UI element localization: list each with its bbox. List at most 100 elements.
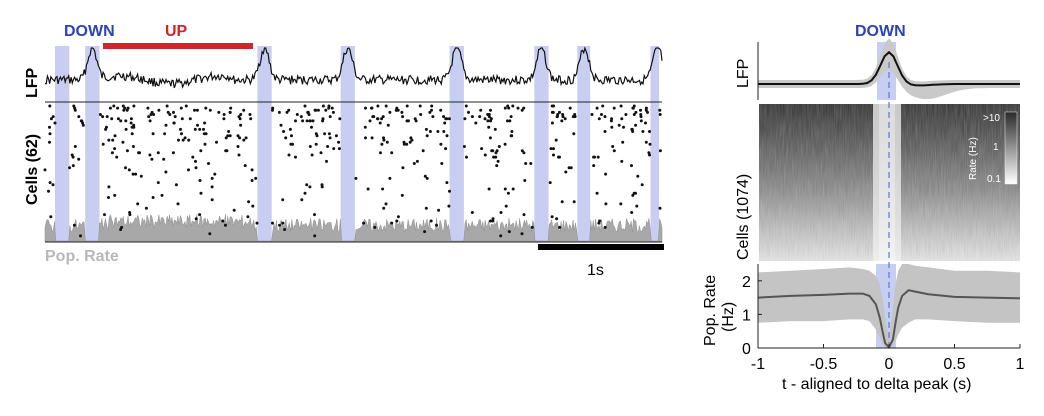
spike bbox=[622, 125, 625, 129]
spike bbox=[113, 193, 117, 197]
spike bbox=[281, 221, 285, 225]
spike bbox=[592, 155, 596, 159]
spike bbox=[255, 221, 259, 225]
spike bbox=[597, 221, 601, 225]
spike bbox=[549, 147, 553, 151]
spike bbox=[445, 134, 449, 138]
spike bbox=[631, 106, 635, 110]
spike bbox=[334, 134, 338, 138]
spike bbox=[79, 234, 82, 238]
spike bbox=[163, 132, 167, 136]
spike bbox=[381, 115, 385, 119]
spike bbox=[435, 223, 438, 227]
spike bbox=[568, 106, 572, 110]
spike bbox=[43, 168, 47, 172]
spike bbox=[71, 164, 75, 168]
spike bbox=[327, 132, 331, 136]
spike bbox=[555, 217, 559, 221]
spike bbox=[635, 204, 639, 208]
spike bbox=[195, 108, 199, 112]
spike bbox=[210, 176, 214, 180]
spike bbox=[331, 110, 335, 114]
spike bbox=[303, 191, 307, 195]
spike bbox=[382, 138, 386, 142]
spike bbox=[510, 130, 514, 133]
spike bbox=[437, 208, 441, 212]
spike bbox=[294, 155, 297, 159]
spike bbox=[112, 104, 116, 108]
spike bbox=[503, 106, 507, 110]
spike bbox=[402, 142, 406, 146]
spike bbox=[151, 196, 155, 199]
spike bbox=[172, 121, 176, 125]
spike bbox=[338, 117, 342, 121]
spike bbox=[217, 110, 221, 114]
colorbar-title: Rate (Hz) bbox=[968, 137, 979, 180]
spike bbox=[378, 121, 382, 125]
spike bbox=[77, 157, 81, 161]
spike bbox=[147, 115, 151, 119]
spike bbox=[179, 106, 183, 110]
spike bbox=[465, 155, 468, 159]
spike bbox=[149, 113, 153, 116]
spike bbox=[213, 172, 217, 176]
spike bbox=[303, 104, 307, 108]
spike bbox=[370, 106, 374, 110]
spike bbox=[621, 140, 625, 144]
spike bbox=[610, 125, 614, 129]
spike bbox=[124, 166, 127, 170]
down-state-shade-5 bbox=[534, 46, 549, 242]
spike bbox=[550, 110, 554, 114]
x-tick-labels: -1 -0.5 0 0.5 1 bbox=[751, 344, 1025, 373]
spike bbox=[431, 115, 435, 119]
pop-rate-band bbox=[758, 264, 1020, 348]
spike bbox=[313, 234, 317, 238]
spike bbox=[430, 108, 433, 112]
spike bbox=[552, 153, 555, 157]
spike bbox=[396, 215, 400, 219]
spike bbox=[121, 140, 125, 144]
spike bbox=[619, 104, 623, 108]
pop-rate-trace bbox=[44, 213, 663, 243]
spike bbox=[424, 127, 428, 131]
spike bbox=[636, 174, 640, 178]
spike bbox=[423, 174, 427, 178]
spike bbox=[111, 138, 115, 142]
spike bbox=[494, 155, 498, 159]
spike bbox=[530, 225, 534, 229]
spike bbox=[119, 228, 123, 231]
pop-rate-label: Pop. Rate bbox=[45, 248, 119, 265]
spike bbox=[271, 108, 274, 112]
spike bbox=[503, 142, 507, 146]
spike bbox=[48, 181, 52, 185]
spike bbox=[222, 117, 226, 121]
spike bbox=[600, 113, 603, 116]
spike bbox=[491, 219, 495, 223]
spike bbox=[244, 136, 248, 140]
spike bbox=[204, 106, 208, 110]
spike bbox=[247, 200, 251, 204]
spike bbox=[489, 119, 493, 123]
spike bbox=[116, 106, 120, 110]
spike bbox=[506, 119, 509, 123]
spike bbox=[448, 189, 451, 193]
spike bbox=[299, 115, 303, 119]
spike bbox=[242, 138, 246, 142]
spike bbox=[495, 164, 499, 168]
spike bbox=[443, 121, 447, 125]
spike bbox=[479, 108, 483, 112]
spike bbox=[436, 130, 440, 133]
spike bbox=[595, 191, 599, 195]
spike bbox=[173, 115, 177, 119]
spike bbox=[590, 113, 594, 116]
spike bbox=[236, 134, 240, 138]
spike bbox=[300, 198, 304, 202]
spike bbox=[242, 108, 246, 112]
lfp-average-trace bbox=[758, 50, 1020, 87]
spike bbox=[193, 108, 196, 112]
spike bbox=[132, 125, 136, 129]
spike bbox=[510, 134, 514, 138]
spike bbox=[305, 119, 309, 123]
spike bbox=[548, 181, 552, 185]
spike bbox=[595, 106, 599, 110]
